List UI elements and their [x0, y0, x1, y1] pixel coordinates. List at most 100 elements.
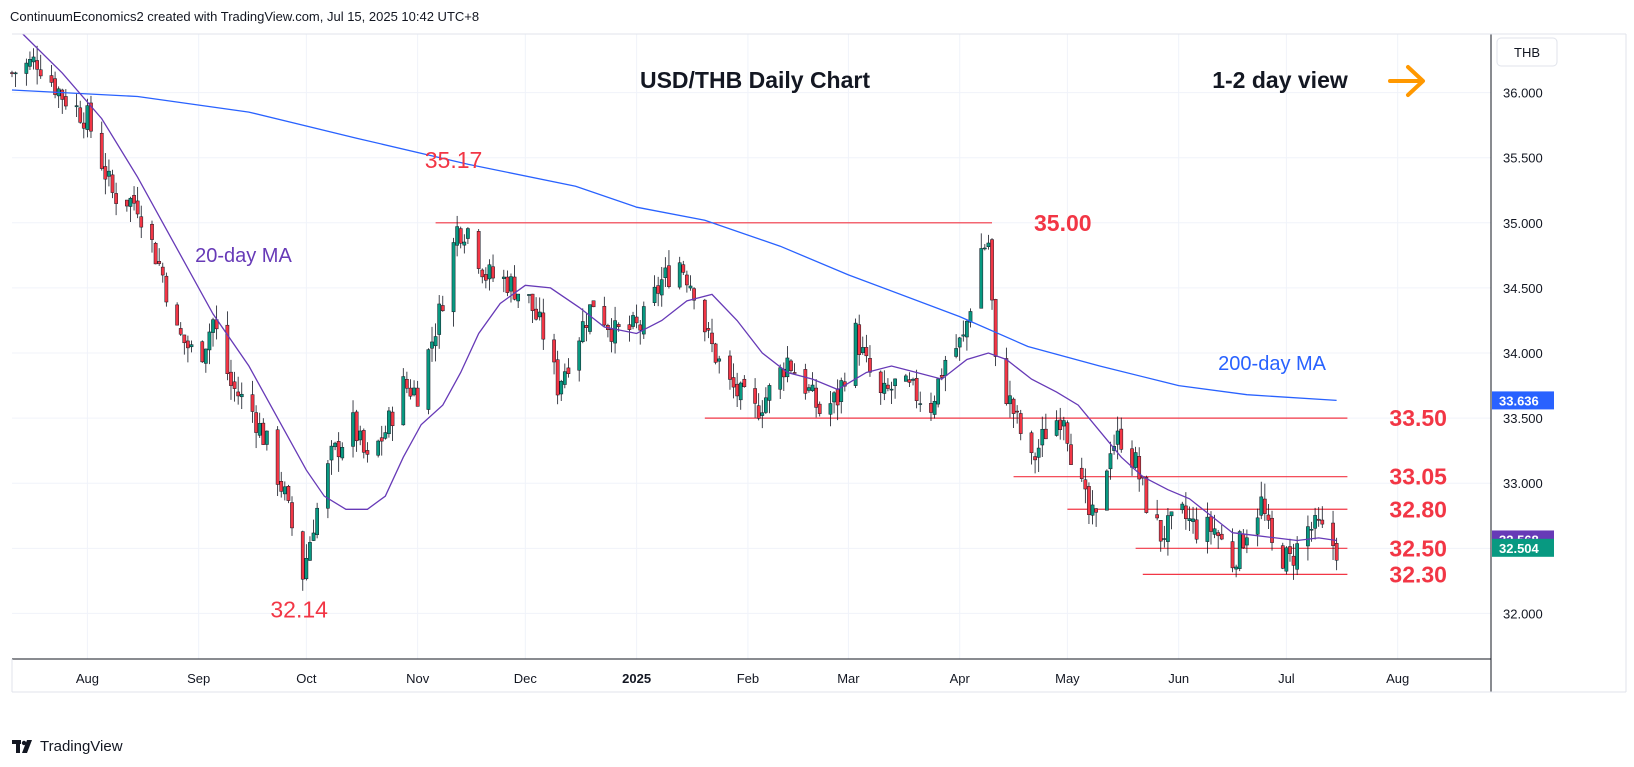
- y-tick-label: 33.000: [1503, 476, 1543, 491]
- candle-body: [1316, 518, 1321, 521]
- candle-body: [918, 403, 923, 405]
- chart-attribution: ContinuumEconomics2 created with Trading…: [10, 9, 480, 24]
- candle-body: [250, 394, 255, 412]
- candle-body: [361, 430, 366, 453]
- candle-body: [562, 371, 567, 385]
- candle-body: [810, 384, 815, 392]
- candle-body: [1255, 517, 1260, 535]
- candle-body: [1209, 516, 1213, 532]
- candle-body: [616, 324, 621, 327]
- candle-body: [1288, 546, 1292, 554]
- candle-body: [300, 531, 305, 580]
- candle-body: [1266, 514, 1271, 521]
- candle-body: [476, 231, 481, 269]
- candle-body: [667, 265, 671, 287]
- candlesticks: [10, 45, 1339, 591]
- candle-body: [114, 193, 118, 204]
- candle-body: [677, 262, 682, 288]
- candle-body: [437, 303, 442, 335]
- candle-body: [982, 247, 987, 250]
- candle-body: [706, 328, 711, 331]
- candle-body: [882, 382, 887, 394]
- candle-body: [35, 60, 39, 70]
- candle-body: [652, 286, 657, 303]
- candle-body: [1018, 413, 1023, 434]
- candle-body: [1306, 526, 1310, 547]
- tradingview-logo[interactable]: TradingView: [12, 738, 123, 755]
- candle-body: [789, 360, 793, 371]
- x-tick-label: Jul: [1278, 671, 1295, 686]
- candle-body: [1262, 498, 1267, 514]
- candle-body: [914, 377, 919, 401]
- candle-body: [936, 378, 941, 405]
- candle-body: [189, 344, 194, 348]
- candle-body: [340, 447, 345, 459]
- candle-body: [1230, 541, 1235, 569]
- candle-body: [979, 248, 984, 309]
- candle-body: [315, 507, 319, 535]
- candle-body: [742, 378, 747, 388]
- candle-body: [1259, 496, 1264, 516]
- candle-body: [505, 276, 510, 293]
- candle-body: [886, 384, 890, 389]
- candle-body: [509, 276, 513, 292]
- candle-body: [1029, 432, 1034, 454]
- candle-body: [1119, 428, 1124, 450]
- candle-body: [663, 267, 668, 278]
- candle-body: [466, 228, 470, 239]
- candle-body: [943, 359, 948, 376]
- candle-body: [613, 320, 617, 344]
- chart-axes: 36.000 35.500 35.000 34.500 34.000 33.500 33.0…: [11, 33, 1627, 693]
- candle-body: [290, 502, 294, 529]
- candle-body: [329, 445, 334, 461]
- candle-body: [584, 325, 589, 328]
- candle-body: [501, 276, 506, 279]
- candle-body: [358, 430, 363, 441]
- candle-body: [1331, 522, 1335, 546]
- price-badge: [1492, 391, 1554, 410]
- ma-label: 20-day MA: [195, 245, 292, 267]
- candle-body: [1069, 444, 1073, 465]
- candle-body: [1184, 505, 1188, 519]
- candle-body: [135, 200, 140, 215]
- candle-body: [1061, 420, 1066, 427]
- candle-body: [756, 405, 761, 419]
- candle-body: [839, 380, 844, 402]
- candle-body: [1158, 520, 1163, 542]
- candle-body: [484, 274, 488, 281]
- candle-body: [351, 412, 355, 447]
- candle-body: [832, 392, 836, 403]
- price-badge-label: 33.636: [1499, 393, 1539, 408]
- candle-body: [860, 347, 865, 354]
- candle-body: [993, 299, 998, 357]
- candle-body: [78, 107, 83, 123]
- candle-body: [965, 320, 969, 338]
- candle-body: [1313, 515, 1317, 529]
- candle-body: [1219, 533, 1224, 540]
- candle-body: [904, 375, 908, 382]
- candle-body: [412, 387, 416, 396]
- candle-body: [81, 122, 86, 129]
- candle-body: [415, 387, 420, 407]
- candle-body: [559, 381, 564, 395]
- candle-body: [580, 321, 585, 342]
- candle-body: [128, 197, 133, 207]
- candle-body: [426, 349, 431, 410]
- candle-body: [731, 377, 736, 388]
- candle-body: [631, 315, 635, 327]
- level-label: 33.05: [1389, 464, 1447, 490]
- candle-body: [986, 242, 991, 248]
- candle-body: [1162, 538, 1167, 540]
- candle-body: [326, 463, 330, 509]
- candle-body: [911, 378, 915, 381]
- candle-body: [641, 306, 646, 335]
- candle-body: [125, 199, 129, 207]
- candle-body: [659, 279, 664, 296]
- candle-body: [1205, 516, 1210, 542]
- candle-body: [1040, 428, 1045, 446]
- candle-body: [10, 72, 14, 74]
- candle-body: [282, 486, 287, 495]
- candle-body: [74, 105, 79, 108]
- candle-body: [1291, 555, 1296, 566]
